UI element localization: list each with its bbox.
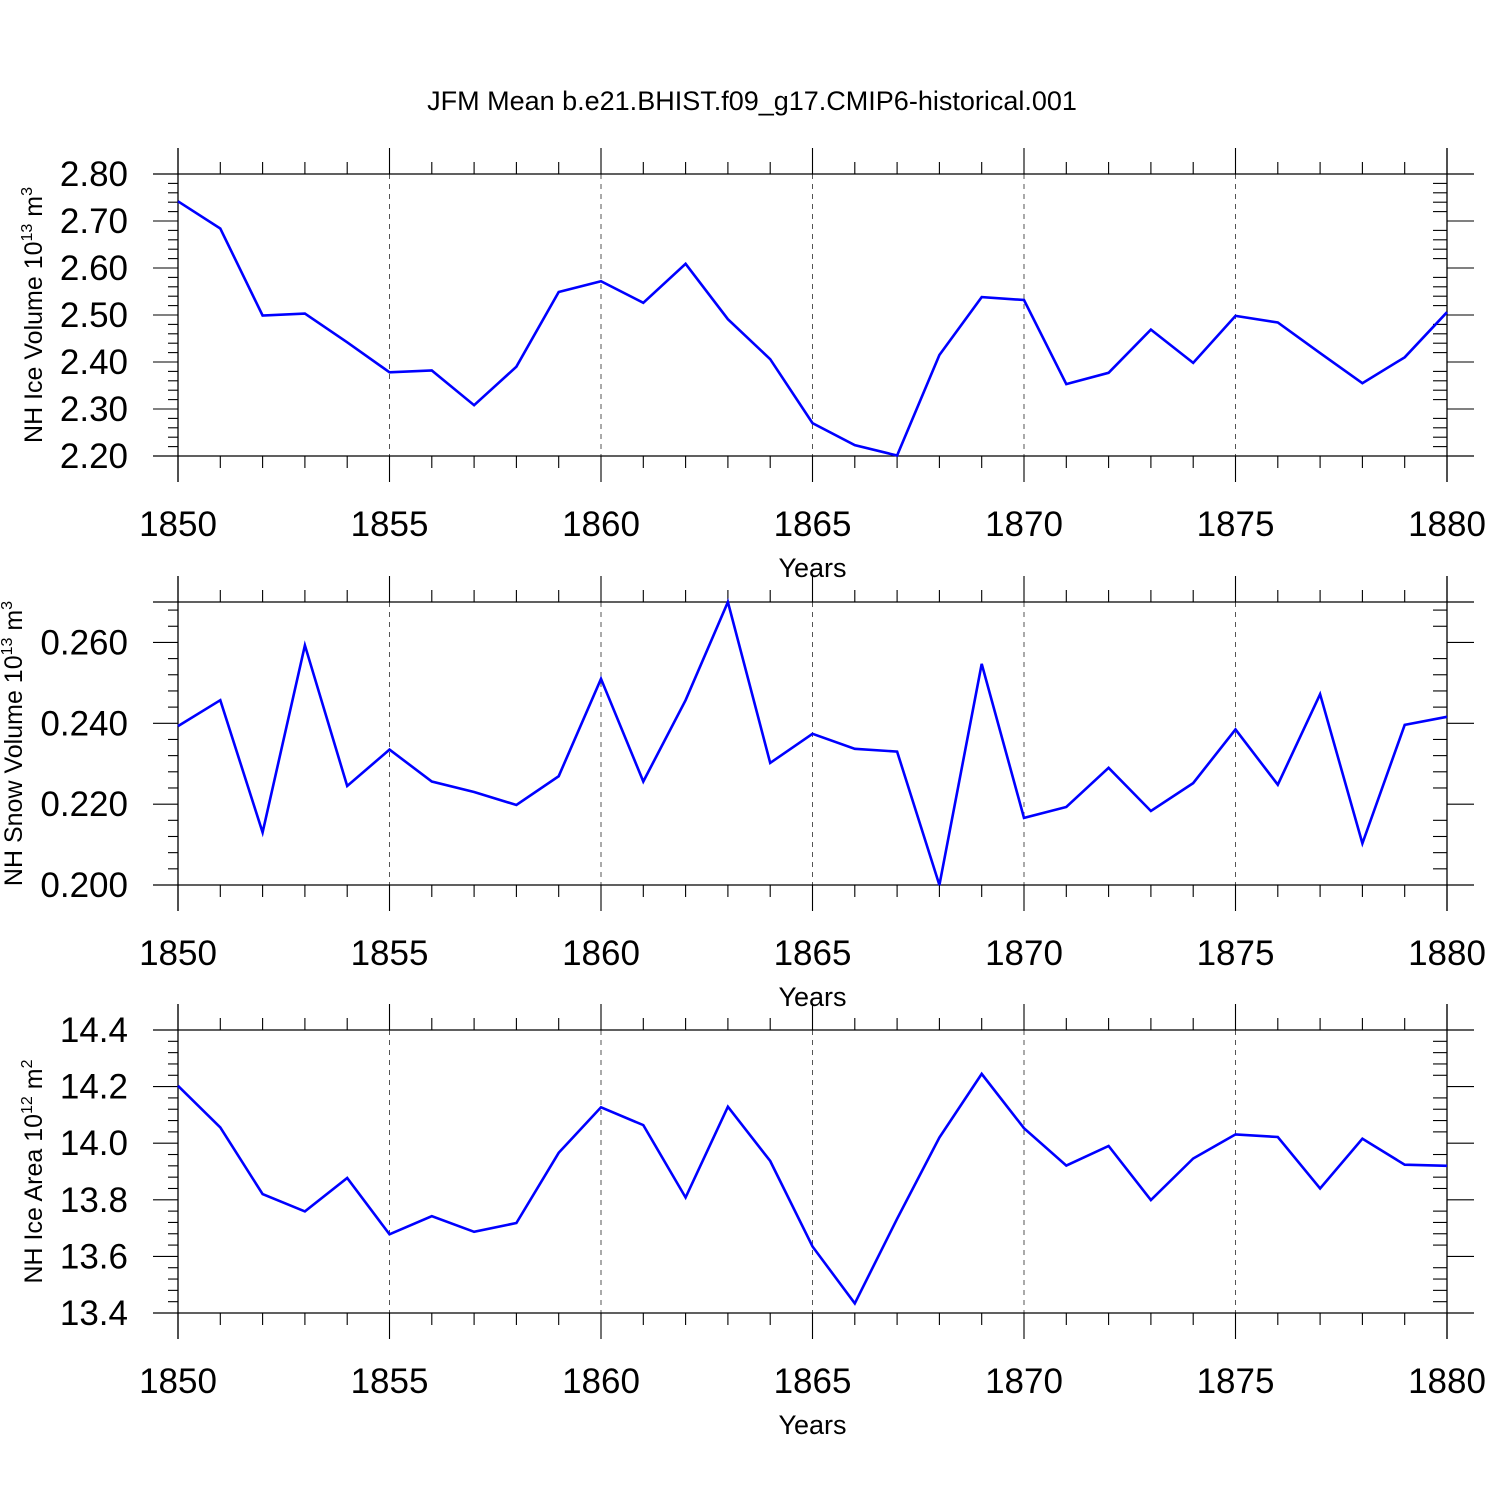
xtick-label: 1855: [351, 505, 429, 544]
y-axis-label: NH Ice Volume 1013 m3: [19, 187, 48, 443]
y-axis-label: NH Snow Volume 1013 m3: [0, 601, 28, 886]
xtick-label: 1880: [1408, 505, 1486, 544]
xtick-label: 1850: [139, 934, 217, 973]
series-line-ice-area: [177, 1071, 1448, 1306]
ytick-label: 2.60: [60, 249, 128, 288]
xtick-label: 1880: [1408, 1362, 1486, 1401]
xtick-label: 1875: [1197, 505, 1275, 544]
ytick-label: 0.220: [40, 785, 128, 824]
xtick-label: 1870: [985, 934, 1063, 973]
xtick-label: 1865: [774, 934, 852, 973]
ytick-label: 2.70: [60, 202, 128, 241]
ytick-label: 2.30: [60, 390, 128, 429]
ytick-label: 14.0: [60, 1124, 128, 1163]
figure-title: JFM Mean b.e21.BHIST.f09_g17.CMIP6-histo…: [427, 86, 1077, 116]
xtick-label: 1860: [562, 505, 640, 544]
series-line-ice-volume: [177, 200, 1448, 458]
ytick-label: 13.8: [60, 1181, 128, 1220]
ytick-label: 2.50: [60, 296, 128, 335]
panel-ice-area: 13.4 13.6 13.8 14.0 14.2 14.4 1850 1855 1860 1865…: [19, 1004, 1486, 1440]
ytick-label: 2.80: [60, 155, 128, 194]
ytick-label: 14.2: [60, 1068, 128, 1107]
xtick-label: 1860: [562, 1362, 640, 1401]
xtick-label: 1875: [1197, 934, 1275, 973]
ytick-label: 0.260: [40, 623, 128, 662]
ytick-label: 14.4: [60, 1011, 128, 1050]
ytick-label: 2.40: [60, 343, 128, 382]
xtick-label: 1855: [351, 1362, 429, 1401]
xtick-label: 1855: [351, 934, 429, 973]
xtick-label: 1870: [985, 1362, 1063, 1401]
ytick-label: 0.200: [40, 866, 128, 905]
xtick-label: 1860: [562, 934, 640, 973]
y-axis-label: NH Ice Area 1012 m2: [19, 1059, 48, 1283]
xtick-label: 1870: [985, 505, 1063, 544]
ytick-label: 0.240: [40, 704, 128, 743]
xtick-label: 1875: [1197, 1362, 1275, 1401]
panel-snow-volume: 0.200 0.220 0.240 0.260 1850 1855 1860 1865 1870…: [0, 576, 1486, 1012]
series-line-snow-volume: [177, 598, 1448, 886]
ytick-label: 2.20: [60, 437, 128, 476]
xtick-label: 1850: [139, 505, 217, 544]
xtick-label: 1865: [774, 505, 852, 544]
panel-ice-volume: 2.20 2.30 2.40 2.50 2.60 2.70 2.80 1850 1855 1860…: [19, 148, 1486, 583]
ytick-label: 13.6: [60, 1237, 128, 1276]
xtick-label: 1865: [774, 1362, 852, 1401]
xtick-label: 1880: [1408, 934, 1486, 973]
xtick-label: 1850: [139, 1362, 217, 1401]
x-axis-label: Years: [778, 1410, 846, 1440]
ytick-label: 13.4: [60, 1294, 128, 1333]
